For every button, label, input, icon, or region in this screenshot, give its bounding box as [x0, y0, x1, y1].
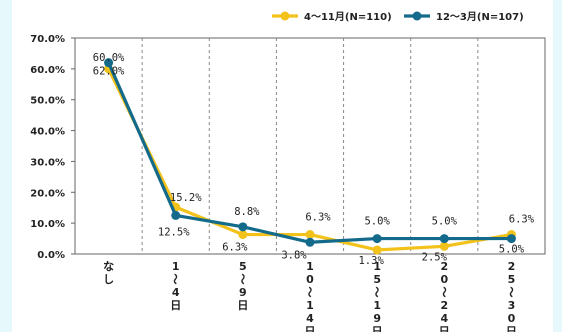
x-category-label: 5 — [239, 260, 247, 273]
x-category-label: 2 — [440, 260, 448, 273]
data-label: 8.8% — [234, 206, 260, 218]
legend-label-2: 12〜3月(N=107) — [436, 11, 524, 23]
data-label: 1.3% — [358, 255, 384, 267]
left-margin-band — [0, 0, 12, 332]
series-1-point — [305, 230, 315, 240]
series-2-point — [238, 222, 248, 232]
data-label: 6.3% — [222, 242, 248, 254]
data-label: 5.0% — [499, 244, 525, 256]
x-category-label: 2 — [508, 260, 516, 273]
data-label: 6.3% — [509, 214, 535, 226]
series-2-point — [171, 210, 181, 220]
x-category-label: 1 — [306, 260, 314, 273]
x-category-label: 日 — [372, 325, 383, 332]
data-label: 60.0% — [93, 52, 125, 64]
x-category-label: 4 — [440, 312, 448, 325]
x-category-label: 0 — [440, 273, 448, 286]
x-category-label: 9 — [373, 312, 381, 325]
x-category-label: 〜 — [303, 287, 316, 298]
x-category-label: 〜 — [504, 286, 517, 297]
x-category-label: 1 — [373, 299, 381, 312]
x-category-label: 1 — [172, 260, 180, 273]
x-category-label: 3 — [508, 299, 516, 312]
x-category-label: 5 — [373, 273, 381, 286]
legend-marker-1 — [280, 11, 290, 21]
y-tick-label: 50.0% — [30, 96, 65, 107]
x-category-label: 5 — [508, 273, 516, 286]
x-category-label: 2 — [440, 299, 448, 312]
data-label: 5.0% — [364, 216, 390, 228]
y-tick-label: 40.0% — [30, 127, 65, 138]
data-label: 12.5% — [158, 226, 190, 238]
data-label: 5.0% — [432, 216, 458, 228]
y-tick-label: 60.0% — [30, 65, 65, 76]
legend-label-1: 4〜11月(N=110) — [304, 11, 392, 23]
y-tick-label: 0.0% — [37, 250, 65, 261]
x-category-label: 〜 — [236, 274, 249, 285]
x-category-label: し — [103, 273, 114, 286]
x-category-label: 1 — [306, 299, 314, 312]
x-category-label: 〜 — [437, 287, 450, 298]
y-tick-label: 10.0% — [30, 219, 65, 230]
series-2-point — [506, 234, 516, 244]
legend-marker-2 — [412, 11, 422, 21]
series-2-point — [104, 58, 114, 68]
right-margin-band — [553, 0, 562, 332]
x-category-label: 4 — [306, 312, 314, 325]
x-category-label: 1 — [373, 260, 381, 273]
x-category-label: 0 — [306, 273, 314, 286]
x-category-label: な — [103, 260, 114, 273]
x-category-label: 日 — [305, 325, 316, 332]
series-2-point — [439, 234, 449, 244]
plot-area-border — [74, 37, 546, 255]
series-2-point — [305, 237, 315, 247]
x-category-label: 日 — [237, 299, 248, 312]
series-1-point — [372, 245, 382, 255]
data-label: 2.5% — [422, 251, 448, 263]
y-tick-label: 30.0% — [30, 157, 65, 168]
x-category-label: 〜 — [370, 287, 383, 298]
series-1-point — [238, 230, 248, 240]
series-2-point — [372, 234, 382, 244]
x-category-label: 0 — [508, 312, 516, 325]
data-label: 62.0% — [93, 66, 125, 78]
x-category-label: 〜 — [169, 274, 182, 285]
x-category-label: 4 — [172, 286, 180, 299]
x-category-label: 日 — [439, 325, 450, 332]
data-label: 15.2% — [170, 192, 202, 204]
data-label: 6.3% — [305, 212, 331, 224]
y-tick-label: 20.0% — [30, 188, 65, 199]
data-label: 3.8% — [281, 249, 307, 261]
x-category-label: 日 — [506, 325, 517, 332]
y-tick-label: 70.0% — [30, 34, 65, 45]
series-1-point — [439, 241, 449, 251]
x-category-label: 9 — [239, 286, 247, 299]
x-category-label: 日 — [170, 299, 181, 312]
